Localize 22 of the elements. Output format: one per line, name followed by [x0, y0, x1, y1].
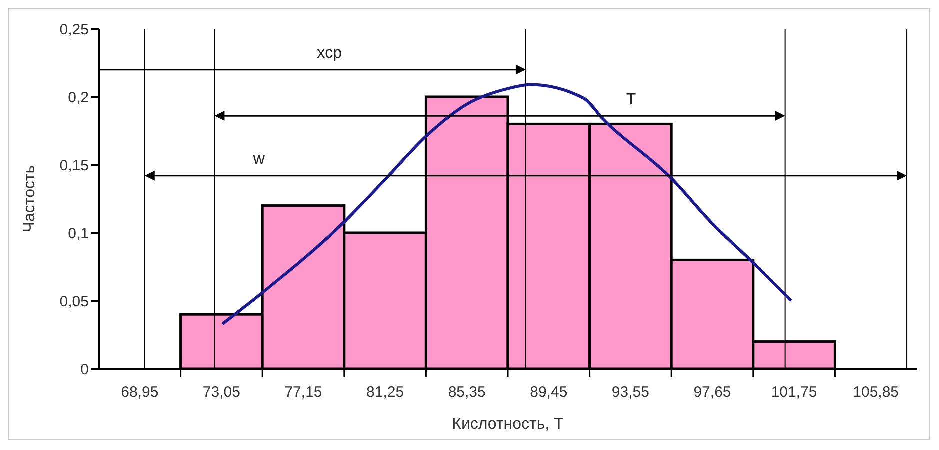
y-tick-label: 0,05: [60, 293, 89, 310]
line-series: [221, 83, 793, 326]
x-tick-label: 105,85: [853, 384, 900, 401]
x-tick-label: 68,95: [121, 384, 159, 401]
x-tick-label: 89,45: [530, 384, 568, 401]
x-tick-label: 77,15: [284, 384, 322, 401]
x-tick-label: 73,05: [202, 384, 240, 401]
annotation: T: [626, 91, 636, 108]
annotation: w: [252, 151, 266, 168]
x-axis-title: Кислотность, T: [452, 416, 564, 433]
y-axis-title: Частость: [22, 165, 39, 233]
y-tick-label: 0: [80, 361, 89, 378]
y-tick-label: 0,15: [60, 157, 89, 174]
x-tick-label: 97,65: [694, 384, 732, 401]
x-tick-label: 85,35: [448, 384, 486, 401]
x-tick-label: 101,75: [771, 384, 818, 401]
annotation: xcp: [317, 45, 342, 62]
x-tick-label: 81,25: [366, 384, 404, 401]
x-tick-label: 93,55: [612, 384, 650, 401]
y-tick-label: 0,25: [60, 21, 89, 38]
y-tick-label: 0,2: [68, 89, 89, 106]
y-tick-label: 0,1: [68, 225, 89, 242]
